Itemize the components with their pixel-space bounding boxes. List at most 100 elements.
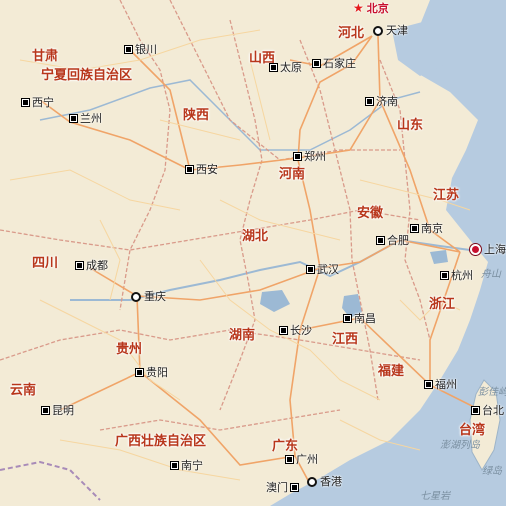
- city-guangzhou[interactable]: 广州: [286, 454, 318, 465]
- city-name: 郑州: [304, 150, 326, 163]
- city-hangzhou[interactable]: 杭州: [441, 270, 473, 281]
- city-name: 澳门: [266, 481, 288, 494]
- city-jinan[interactable]: 济南: [366, 96, 398, 107]
- city-nanning[interactable]: 南宁: [171, 460, 203, 471]
- city-square-icon: [307, 266, 314, 273]
- city-square-icon: [472, 407, 479, 414]
- city-square-icon: [313, 60, 320, 67]
- city-chongqing[interactable]: 重庆: [131, 291, 166, 302]
- city-red-dot-icon: [470, 244, 481, 255]
- city-name: 重庆: [144, 290, 166, 303]
- minor-roads: [9, 29, 471, 481]
- city-xian[interactable]: 西安: [186, 164, 218, 175]
- city-shanghai[interactable]: 上海: [470, 244, 506, 255]
- city-kunming[interactable]: 昆明: [42, 405, 74, 416]
- province-borders: [0, 0, 431, 431]
- city-name: 西宁: [32, 96, 54, 109]
- city-name: 福州: [435, 378, 457, 391]
- city-name: 香港: [320, 475, 342, 488]
- city-name: 台北: [482, 404, 504, 417]
- city-chengdu[interactable]: 成都: [76, 260, 108, 271]
- city-square-icon: [441, 272, 448, 279]
- city-fuzhou[interactable]: 福州: [425, 379, 457, 390]
- city-name: 银川: [135, 43, 157, 56]
- sea-label-penghu: 澎湖列岛: [440, 440, 480, 451]
- city-square-icon: [280, 327, 287, 334]
- city-name: 南京: [421, 222, 443, 235]
- city-name: 成都: [86, 259, 108, 272]
- city-name: 上海: [484, 243, 506, 256]
- city-shijiazhuang[interactable]: 石家庄: [313, 58, 356, 69]
- city-tianjin[interactable]: 天津: [373, 25, 408, 36]
- province-label-hebei: 河北: [338, 26, 365, 41]
- city-name: 长沙: [290, 324, 312, 337]
- city-square-icon: [70, 115, 77, 122]
- city-name: 兰州: [80, 112, 102, 125]
- city-square-icon: [186, 166, 193, 173]
- city-taipei[interactable]: 台北: [472, 405, 504, 416]
- province-label-hubei: 湖北: [242, 229, 269, 244]
- city-dot-icon: [131, 291, 141, 302]
- sea-label-pengjiayu: 彭佳屿: [478, 387, 506, 398]
- province-label-guangdong: 广东: [272, 439, 299, 454]
- city-nanchang[interactable]: 南昌: [344, 313, 376, 324]
- city-name: 南宁: [181, 459, 203, 472]
- province-label-guangxi: 广西壮族自治区: [115, 434, 207, 449]
- city-name: 合肥: [387, 234, 409, 247]
- province-label-yunnan: 云南: [10, 383, 37, 398]
- city-square-icon: [377, 237, 384, 244]
- city-name: 武汉: [317, 263, 339, 276]
- city-macau[interactable]: 澳门: [266, 482, 298, 493]
- major-roads: [39, 35, 481, 485]
- city-square-icon: [136, 369, 143, 376]
- city-wuhan[interactable]: 武汉: [307, 264, 339, 275]
- city-guiyang[interactable]: 贵阳: [136, 367, 168, 378]
- city-dot-icon: [373, 25, 383, 36]
- city-lanzhou[interactable]: 兰州: [70, 113, 102, 124]
- city-name: 南昌: [354, 312, 376, 325]
- city-square-icon: [294, 153, 301, 160]
- city-name: 天津: [386, 24, 408, 37]
- city-square-icon: [286, 456, 293, 463]
- province-label-hunan: 湖南: [229, 328, 256, 343]
- province-label-henan: 河南: [279, 167, 306, 182]
- province-label-shanxi: 山西: [249, 51, 276, 66]
- city-square-icon: [76, 262, 83, 269]
- province-label-anhui: 安徽: [357, 206, 384, 221]
- city-square-icon: [171, 462, 178, 469]
- city-hefei[interactable]: 合肥: [377, 235, 409, 246]
- city-nanjing[interactable]: 南京: [411, 223, 443, 234]
- bohai-sea: [392, 20, 450, 76]
- city-beijing[interactable]: ★ 北京: [353, 2, 389, 14]
- city-square-icon: [291, 484, 298, 491]
- province-label-jiangsu: 江苏: [433, 188, 460, 203]
- province-label-shandong: 山东: [397, 118, 424, 133]
- city-yinchuan[interactable]: 银川: [125, 44, 157, 55]
- province-label-shaanxi: 陕西: [183, 108, 210, 123]
- east-sea: [270, 0, 506, 506]
- city-name: 贵阳: [146, 366, 168, 379]
- city-name: 石家庄: [323, 57, 356, 70]
- city-zhengzhou[interactable]: 郑州: [294, 151, 326, 162]
- sea-label-qixingyan: 七星岩: [420, 491, 450, 502]
- city-hongkong[interactable]: 香港: [307, 476, 342, 487]
- international-border: [0, 460, 101, 501]
- city-square-icon: [125, 46, 132, 53]
- poyang-lake: [342, 294, 362, 318]
- city-taiyuan[interactable]: 太原: [270, 62, 302, 73]
- city-name: 昆明: [52, 404, 74, 417]
- taihu-lake: [430, 250, 448, 264]
- city-square-icon: [22, 99, 29, 106]
- city-square-icon: [425, 381, 432, 388]
- hainan-edge: [150, 492, 236, 506]
- city-changsha[interactable]: 长沙: [280, 325, 312, 336]
- city-square-icon: [411, 225, 418, 232]
- city-square-icon: [344, 315, 351, 322]
- province-label-gansu: 甘肃: [32, 49, 59, 64]
- city-name: 西安: [196, 163, 218, 176]
- city-xining[interactable]: 西宁: [22, 97, 54, 108]
- province-label-guizhou: 贵州: [116, 342, 143, 357]
- province-label-zhejiang: 浙江: [429, 297, 456, 312]
